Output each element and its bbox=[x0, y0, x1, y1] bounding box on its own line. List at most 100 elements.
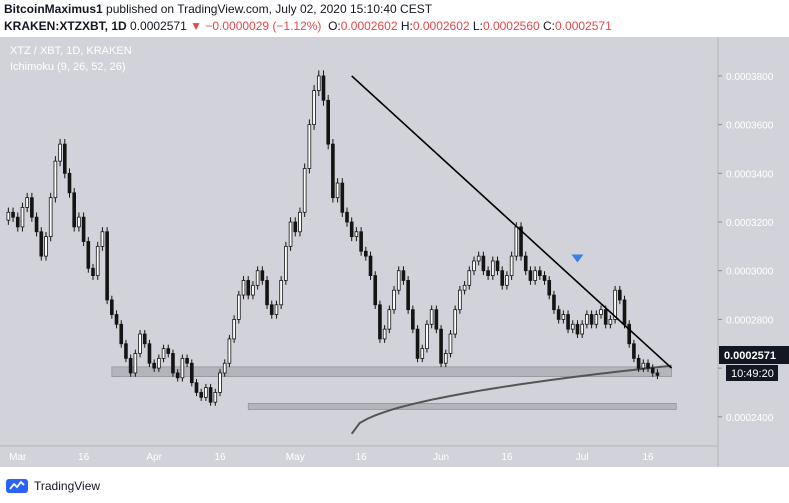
candle-body bbox=[138, 333, 142, 354]
candle-body bbox=[326, 99, 330, 145]
candle-body bbox=[420, 348, 425, 359]
candle-body bbox=[613, 289, 617, 320]
candle-body bbox=[533, 270, 537, 281]
candle-body bbox=[364, 250, 368, 257]
candle-body bbox=[354, 231, 359, 238]
candle-body bbox=[279, 280, 283, 306]
chart-header: BitcoinMaximus1 published on TradingView… bbox=[0, 0, 789, 37]
candle-body bbox=[246, 280, 251, 296]
price-chart[interactable]: 0.00024000.00026000.00028000.00030000.00… bbox=[0, 37, 789, 467]
support-zone bbox=[111, 366, 672, 377]
x-tick-label: Jul bbox=[576, 452, 589, 463]
candle-body bbox=[284, 245, 288, 281]
down-arrow-icon: ▼ bbox=[190, 19, 202, 33]
candle-body bbox=[382, 328, 387, 340]
candle-body bbox=[627, 323, 632, 345]
candle-body bbox=[448, 333, 453, 354]
candle-body bbox=[547, 280, 552, 296]
candle-body bbox=[378, 304, 382, 340]
time-axis[interactable] bbox=[0, 446, 718, 467]
candle-body bbox=[204, 387, 208, 398]
candle-body bbox=[15, 216, 20, 228]
y-tick-label: 0.0003000 bbox=[726, 267, 774, 278]
candle-body bbox=[20, 207, 25, 228]
candle-body bbox=[269, 304, 274, 315]
candle-body bbox=[62, 143, 67, 174]
candle-body bbox=[392, 289, 396, 311]
author-name[interactable]: BitcoinMaximus1 bbox=[4, 2, 103, 16]
candle-body bbox=[641, 362, 646, 369]
candle-body bbox=[453, 309, 457, 335]
candle-body bbox=[481, 255, 486, 272]
candle-body bbox=[500, 270, 505, 286]
candle-body bbox=[189, 362, 194, 384]
candle-body bbox=[490, 260, 495, 276]
candle-body bbox=[260, 270, 265, 281]
open-value: 0.0002602 bbox=[340, 19, 398, 33]
candle-body bbox=[265, 280, 269, 306]
candle-body bbox=[434, 309, 439, 330]
price-tag-value: 0.0002571 bbox=[724, 350, 776, 362]
candle-body bbox=[157, 357, 161, 369]
candle-body bbox=[58, 143, 62, 162]
x-tick-label: May bbox=[286, 452, 305, 463]
candle-body bbox=[44, 236, 48, 257]
candle-body bbox=[293, 221, 298, 233]
x-tick-label: Mar bbox=[9, 452, 27, 463]
candle-body bbox=[617, 289, 622, 301]
low-label: L: bbox=[472, 19, 483, 33]
close-value: 0.0002571 bbox=[555, 19, 612, 33]
candle-body bbox=[632, 343, 636, 359]
candle-body bbox=[124, 343, 128, 359]
indicator-legend: Ichimoku (9, 26, 52, 26) bbox=[10, 61, 126, 73]
candle-body bbox=[321, 75, 326, 101]
candle-body bbox=[589, 314, 594, 325]
candle-body bbox=[100, 231, 105, 247]
candle-body bbox=[552, 294, 556, 311]
tradingview-logo-icon[interactable] bbox=[6, 479, 28, 493]
candle-body bbox=[556, 309, 561, 320]
candle-body bbox=[185, 357, 189, 364]
candle-body bbox=[237, 294, 241, 320]
candle-body bbox=[288, 221, 293, 247]
candle-body bbox=[11, 211, 15, 218]
footer: TradingView bbox=[6, 476, 100, 496]
plot-background bbox=[0, 37, 718, 446]
candle-body bbox=[570, 323, 575, 330]
chart-area[interactable]: 0.00024000.00026000.00028000.00030000.00… bbox=[0, 37, 789, 467]
countdown-value: 10:49:20 bbox=[731, 368, 774, 380]
open-label: O: bbox=[328, 19, 341, 33]
candle-body bbox=[594, 314, 599, 325]
candle-body bbox=[646, 362, 650, 369]
candle-body bbox=[142, 333, 147, 345]
candle-body bbox=[232, 319, 236, 340]
countdown-tag: 10:49:20 bbox=[726, 365, 778, 381]
candle-body bbox=[561, 314, 566, 320]
candle-body bbox=[175, 372, 180, 379]
candle-body bbox=[152, 362, 156, 369]
candle-body bbox=[208, 387, 213, 403]
candle-body bbox=[48, 197, 53, 238]
y-tick-label: 0.0003800 bbox=[726, 72, 774, 83]
support-zone bbox=[247, 403, 677, 410]
price-axis[interactable] bbox=[718, 37, 789, 467]
candle-body bbox=[161, 348, 166, 359]
candle-body bbox=[603, 309, 608, 325]
candle-body bbox=[147, 343, 152, 364]
candle-body bbox=[274, 304, 279, 315]
tradingview-brand[interactable]: TradingView bbox=[34, 479, 101, 493]
candle-body bbox=[495, 260, 500, 272]
candle-body bbox=[251, 284, 255, 296]
candle-body bbox=[30, 197, 34, 218]
candle-body bbox=[443, 353, 448, 364]
candle-body bbox=[81, 216, 86, 242]
candle-body bbox=[114, 314, 119, 325]
candle-body bbox=[227, 338, 232, 364]
candle-body bbox=[53, 160, 58, 199]
candle-body bbox=[429, 309, 434, 325]
candle-body bbox=[542, 275, 547, 281]
candle-body bbox=[509, 255, 514, 276]
candle-body bbox=[387, 309, 392, 330]
close-label: C: bbox=[543, 19, 556, 33]
candle-body bbox=[486, 270, 490, 276]
